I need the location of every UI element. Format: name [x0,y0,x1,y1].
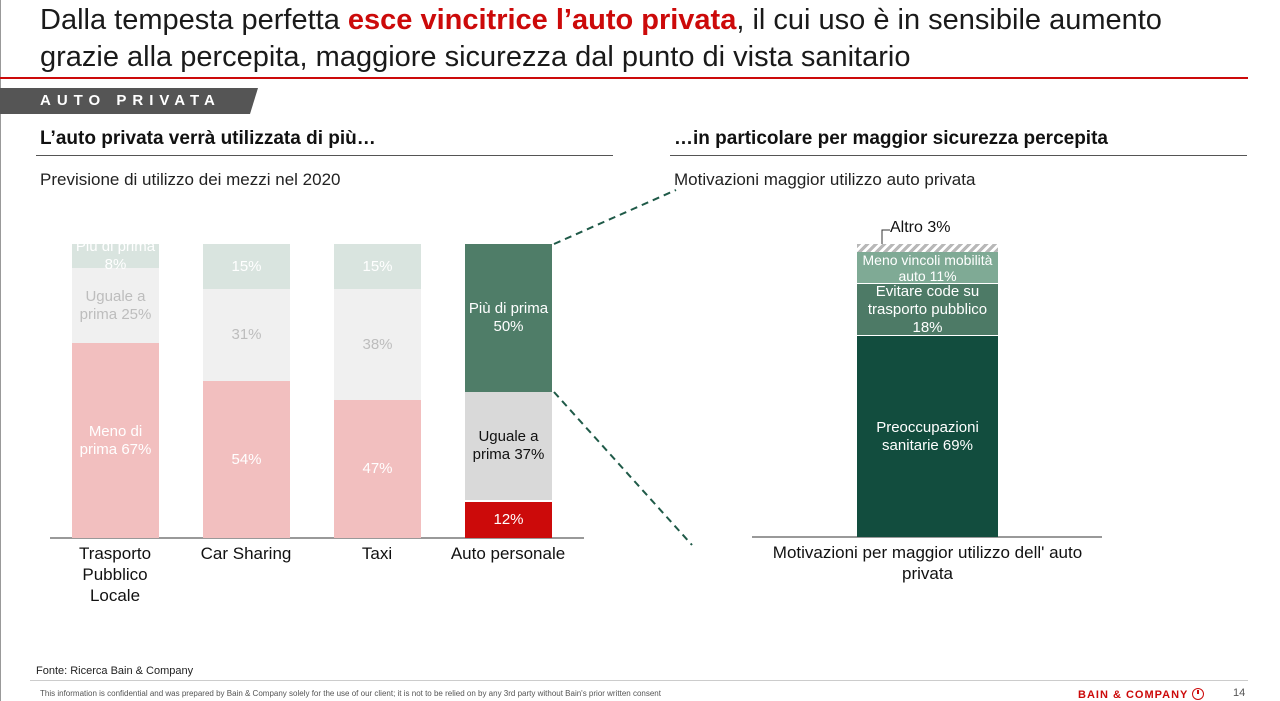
disclaimer: This information is confidential and was… [40,689,661,698]
right-heading: …in particolare per maggior sicurezza pe… [674,128,1108,149]
altro-label: Altro 3% [890,219,951,236]
bar-auto-uguale: Uguale a prima 37% [465,392,552,502]
bar-taxi-uguale: 38% [334,289,421,400]
right-heading-rule [670,155,1247,156]
bar-tpl-meno: Meno di prima 67% [72,343,159,538]
x-label-motivazioni: Motivazioni per maggior utilizzo dell' a… [772,543,1083,583]
footer-rule [30,680,1248,681]
right-caption: Motivazioni maggior utilizzo auto privat… [674,170,976,189]
page-left-border [0,0,1,701]
title-highlight: esce vincitrice l’auto privata [347,4,737,36]
bar-auto-piu: Più di prima 50% [465,244,552,392]
x-label-tpl: Trasporto Pubblico Locale [78,544,152,605]
bar-taxi-meno: 47% [334,400,421,538]
bar-motiv-preoccupazioni: Preoccupazioni sanitarie 69% [857,336,998,537]
bar-cs-meno: 54% [203,381,290,538]
connector-bottom-line [553,391,693,546]
bar-auto-meno: 12% [465,502,552,538]
page-number: 14 [1233,687,1246,699]
bar-cs-piu: 15% [203,244,290,289]
left-heading: L’auto privata verrà utilizzata di più… [40,128,376,149]
title-rule [0,77,1248,79]
clock-icon [1192,688,1205,700]
bar-tpl-uguale: Uguale a prima 25% [72,268,159,343]
bar-motiv-meno-vincoli: Meno vincoli mobilità auto 11% [857,252,998,284]
x-label-auto-personale: Auto personale [450,544,566,563]
bar-motiv-evitare-code: Evitare code su trasporto pubblico 18% [857,283,998,336]
page-title: Dalla tempesta perfetta esce vincitrice … [40,4,1162,73]
bar-taxi-piu: 15% [334,244,421,289]
x-label-car-sharing: Car Sharing [200,544,292,563]
bar-motiv-altro [857,244,998,252]
x-label-taxi: Taxi [361,544,393,563]
brand-logo: BAIN & COMPANY [1078,688,1205,701]
bar-cs-uguale: 31% [203,289,290,381]
source-note: Fonte: Ricerca Bain & Company [36,665,194,677]
section-tag: AUTO PRIVATA [0,88,258,114]
left-caption: Previsione di utilizzo dei mezzi nel 202… [40,170,341,189]
left-heading-rule [36,155,613,156]
connector-top-line [553,189,677,245]
